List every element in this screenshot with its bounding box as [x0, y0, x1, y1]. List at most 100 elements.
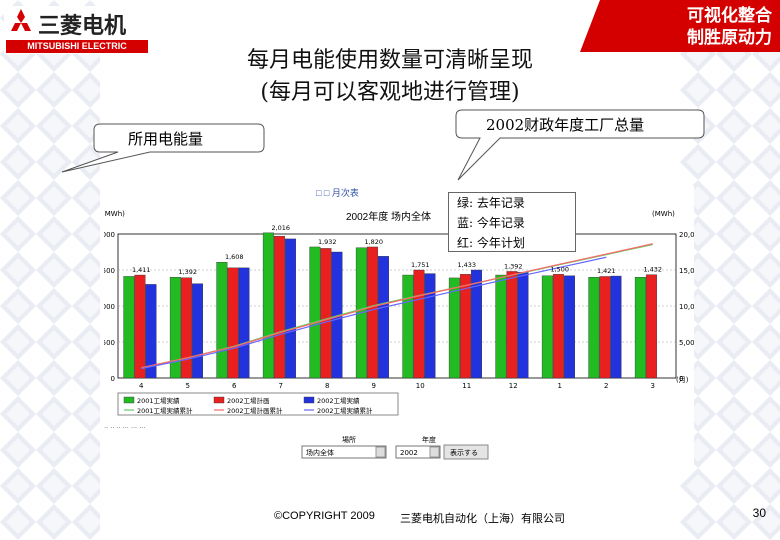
x-tick-label: 7 — [279, 382, 283, 390]
legend-note-green: 绿: 去年记录 — [457, 196, 525, 210]
bar — [564, 275, 575, 379]
slide-title-line2: (每月可以客观地进行管理) — [260, 80, 520, 105]
slogan: 可视化整合 制胜原动力 — [602, 6, 772, 48]
legend-note-red: 红: 今年计划 — [457, 236, 525, 250]
legend-label: 2002工場実績累計 — [317, 406, 373, 415]
data-label: 1,932 — [318, 238, 337, 246]
slogan-line2: 制胜原动力 — [687, 28, 772, 48]
x-tick-label: 11 — [462, 382, 471, 390]
bar — [169, 276, 181, 379]
legend-label: 2002工場計画 — [227, 396, 270, 405]
slide-title-line1: 每月电能使用数量可清晰呈现 — [246, 48, 533, 73]
energy-chart-screenshot: □ □ 月次表 2002年度 场内全体 (MWh) (MWh) (月) 1,41… — [95, 186, 704, 466]
chart-legend — [117, 392, 399, 416]
right-axis-unit: (MWh) — [652, 210, 675, 218]
legend-label: 2002工場実績 — [317, 396, 360, 405]
x-tick-label: 10 — [416, 382, 425, 390]
location-select[interactable] — [301, 445, 387, 459]
bar — [610, 275, 622, 379]
footer-copyright: ©COPYRIGHT 2009 — [274, 510, 375, 522]
bar — [459, 274, 471, 379]
data-label: 1,751 — [411, 261, 430, 269]
bar — [495, 274, 507, 379]
x-tick-label: 1 — [558, 382, 562, 390]
bar — [541, 275, 553, 379]
chart-footnote: ··· ·· ·· ··· ··· ··· — [104, 424, 145, 432]
x-axis-unit: (月) — [676, 376, 689, 384]
bar — [424, 273, 436, 379]
data-label: 1,421 — [597, 267, 616, 275]
chevron-down-icon[interactable] — [375, 446, 386, 458]
display-button[interactable] — [443, 444, 489, 460]
legend-swatch — [213, 396, 225, 404]
data-label: 1,820 — [364, 238, 383, 246]
bar — [448, 277, 460, 379]
data-label: 1,608 — [225, 253, 244, 261]
x-tick-label: 5 — [186, 382, 190, 390]
x-tick-label: 3 — [651, 382, 655, 390]
bar — [145, 284, 157, 379]
footer-company: 三菱电机自动化（上海）有限公司 — [400, 512, 565, 525]
legend-label: 2001工場実績累計 — [137, 406, 193, 415]
bar — [273, 235, 285, 379]
x-tick-label: 9 — [372, 382, 376, 390]
data-label: 1,500 — [550, 265, 569, 273]
bar — [227, 267, 239, 379]
data-label: 1,411 — [132, 266, 151, 274]
monthly-energy-chart: □ □ 月次表 2002年度 场内全体 (MWh) (MWh) (月) 1,41… — [95, 187, 704, 460]
x-tick-label: 2 — [604, 382, 608, 390]
left-axis-unit: (MWh) — [104, 210, 125, 218]
bar — [634, 276, 646, 379]
y-tick-label: 2,000 — [104, 231, 115, 239]
data-label: 1,433 — [457, 261, 476, 269]
x-tick-label: 4 — [139, 382, 144, 390]
location-select-value: 场内全体 — [306, 448, 334, 457]
slogan-banner — [580, 0, 780, 52]
callout-electricity-usage: 所用电能量 — [128, 130, 204, 148]
bar — [599, 276, 611, 379]
y-tick-label: 1,500 — [104, 267, 115, 275]
cumulative-line — [141, 243, 653, 369]
decorative-diamond-pattern-left — [0, 0, 100, 540]
chevron-down-icon[interactable] — [429, 446, 440, 458]
bar — [216, 262, 228, 379]
y-tick-label: 1,000 — [104, 303, 115, 311]
display-button-label: 表示する — [450, 448, 478, 457]
y2-tick-label: 15,000 — [679, 267, 694, 275]
bar — [309, 246, 321, 379]
bar — [552, 274, 564, 379]
x-tick-label: 8 — [325, 382, 329, 390]
bar — [378, 256, 389, 379]
three-diamond-icon — [11, 9, 31, 31]
data-label: 2,016 — [271, 224, 290, 232]
data-label: 1,432 — [643, 266, 662, 274]
bar — [517, 271, 529, 379]
legend-swatch — [123, 396, 135, 404]
bar — [645, 274, 657, 379]
x-tick-label: 12 — [509, 382, 518, 390]
selector2-label: 年度 — [422, 435, 436, 444]
chart-header-link[interactable]: □ □ 月次表 — [316, 187, 359, 198]
y-tick-label: 500 — [104, 339, 115, 347]
page-number: 30 — [752, 506, 766, 520]
bar — [588, 276, 600, 379]
year-select[interactable] — [395, 445, 441, 459]
bar — [192, 283, 203, 379]
bar — [471, 269, 482, 379]
bar — [366, 246, 378, 379]
bar — [320, 248, 332, 379]
bar — [134, 274, 146, 379]
y2-tick-label: 0 — [679, 375, 683, 383]
bar — [262, 232, 274, 379]
x-tick-label: 6 — [232, 382, 237, 390]
y-tick-label: 0 — [111, 375, 115, 383]
bar — [238, 267, 250, 379]
selector1-label: 場所 — [342, 435, 356, 444]
logo-cn-name: 三菱电机 — [38, 14, 127, 39]
data-label: 1,392 — [178, 268, 197, 276]
legend-label: 2001工場実績 — [137, 396, 180, 405]
cumulative-line — [141, 256, 607, 370]
bar — [285, 238, 296, 379]
legend-label: 2002工場計画累計 — [227, 406, 283, 415]
y2-tick-label: 10,000 — [679, 303, 694, 311]
